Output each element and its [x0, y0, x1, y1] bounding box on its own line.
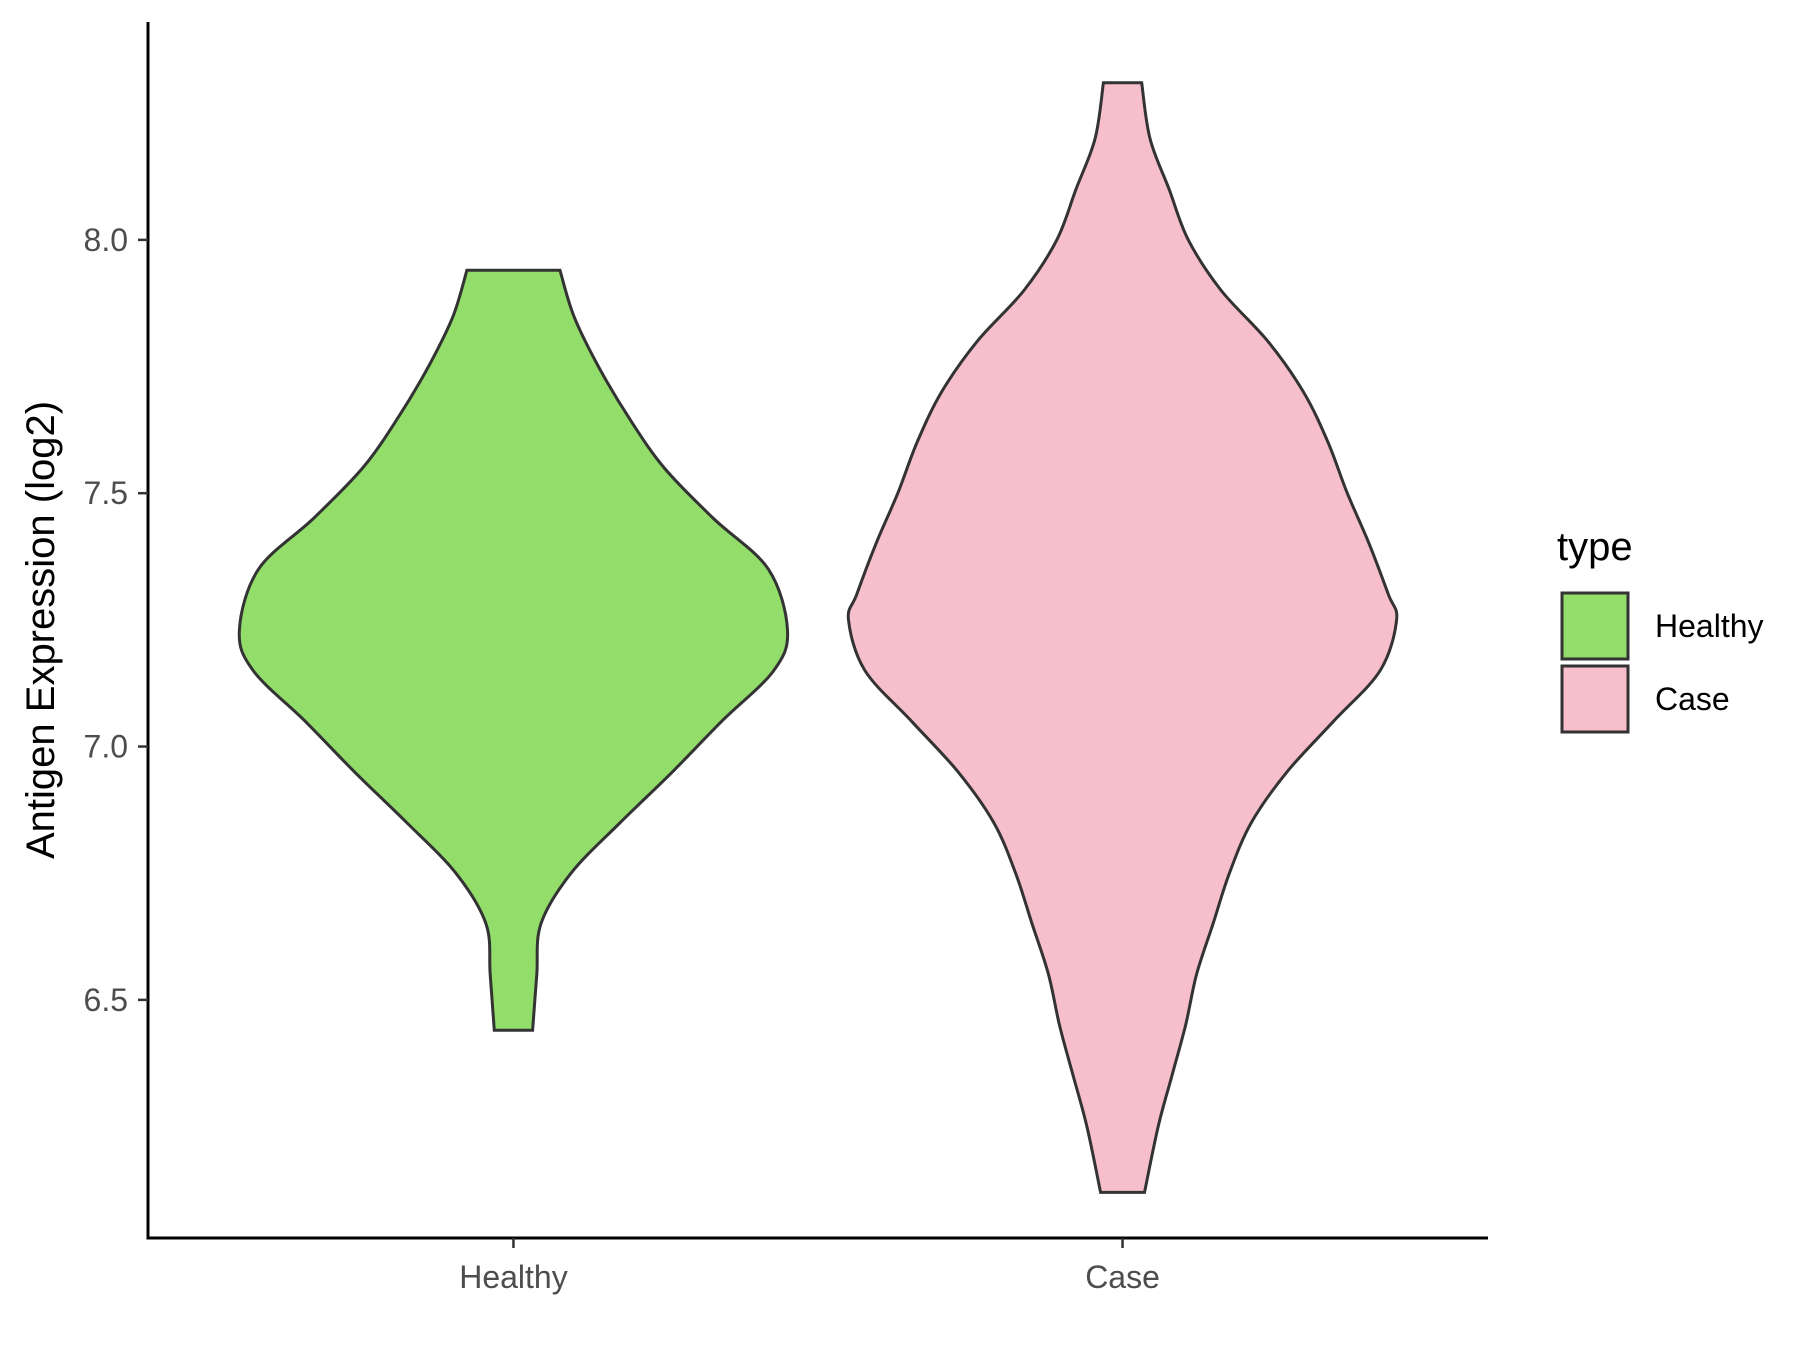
legend-label: Healthy: [1655, 608, 1764, 644]
legend: type Healthy Case: [1557, 525, 1764, 734]
x-tick-label: Case: [1085, 1259, 1160, 1295]
x-axis-ticks: Healthy Case: [459, 1238, 1160, 1295]
y-tick-label: 7.0: [84, 729, 128, 765]
legend-title: type: [1557, 525, 1633, 569]
plot-area: [237, 81, 1399, 1194]
y-tick-label: 8.0: [84, 222, 128, 258]
y-axis-ticks: 6.5 7.0 7.5 8.0: [84, 222, 148, 1018]
legend-key-case: [1560, 664, 1630, 734]
legend-key-healthy: [1560, 591, 1630, 661]
legend-label: Case: [1655, 681, 1730, 717]
violin-healthy: [237, 268, 790, 1032]
y-axis-title: Antigen Expression (log2): [19, 401, 63, 859]
violin-case: [846, 81, 1399, 1194]
x-tick-label: Healthy: [459, 1259, 568, 1295]
y-tick-label: 7.5: [84, 475, 128, 511]
y-tick-label: 6.5: [84, 982, 128, 1018]
